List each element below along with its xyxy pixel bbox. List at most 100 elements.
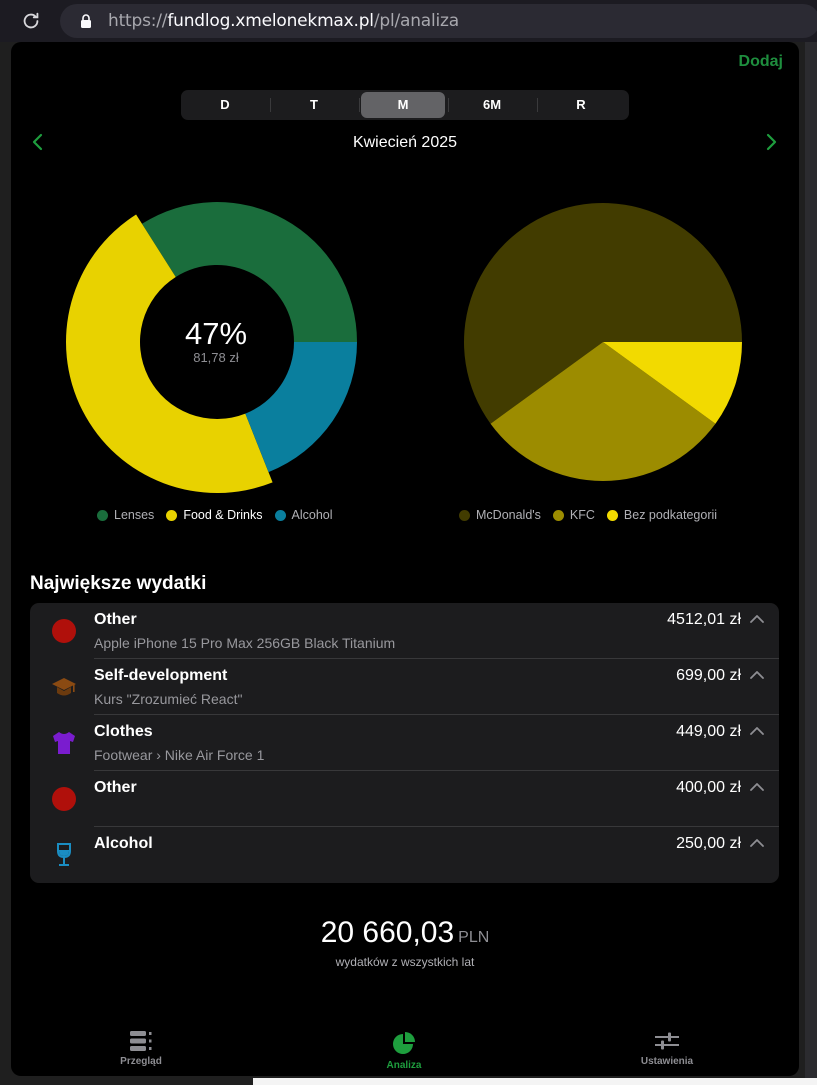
legend-dot <box>274 509 286 521</box>
period-separator <box>448 98 449 112</box>
expense-amount: 250,00 zł <box>676 835 741 852</box>
expense-category: Other <box>94 611 137 628</box>
expense-category: Other <box>94 779 137 796</box>
list-item[interactable]: Alcohol 250,00 zł <box>30 827 779 883</box>
chevron-up-icon[interactable] <box>750 726 764 736</box>
donut-legend: Lenses Food & Drinks Alcohol <box>97 508 345 522</box>
sliders-icon <box>655 1032 679 1050</box>
pie-slice-bez-podkategorii[interactable] <box>603 342 742 424</box>
tab-analysis[interactable]: Analiza <box>354 1030 454 1071</box>
legend-dot <box>552 509 564 521</box>
legend-label: KFC <box>569 508 595 522</box>
reload-icon[interactable] <box>20 10 42 32</box>
pie-slice-kfc[interactable] <box>490 342 716 482</box>
wine-glass-icon <box>50 841 78 869</box>
expense-description: Apple iPhone 15 Pro Max 256GB Black Tita… <box>94 635 396 651</box>
period-option[interactable]: T <box>310 97 318 112</box>
tshirt-icon <box>50 729 78 757</box>
section-title: Największe wydatki <box>30 573 207 594</box>
row-divider <box>94 826 779 827</box>
next-month-icon[interactable] <box>761 132 781 152</box>
legend-item[interactable]: McDonald's <box>459 508 541 522</box>
lock-icon[interactable] <box>78 13 94 29</box>
legend-item[interactable]: Bez podkategorii <box>606 508 718 522</box>
red-circle-icon <box>50 617 78 645</box>
donut-center-percent: 47% <box>184 316 248 351</box>
address-bar[interactable]: https://fundlog.xmelonekmax.pl/pl/analiz… <box>60 4 817 38</box>
legend-item[interactable]: Alcohol <box>274 508 333 522</box>
list-item[interactable]: Other 400,00 zł <box>30 771 779 827</box>
legend-dot <box>606 509 618 521</box>
period-selector: D T M 6M R <box>181 90 629 120</box>
url-text: https://fundlog.xmelonekmax.pl/pl/analiz… <box>108 11 459 31</box>
legend-dot <box>459 509 470 521</box>
tab-overview[interactable]: Przegląd <box>91 1030 191 1067</box>
tab-overview-label: Przegląd <box>120 1056 162 1067</box>
period-option[interactable]: R <box>576 97 586 112</box>
legend-label: Bez podkategorii <box>623 508 718 522</box>
row-divider <box>94 770 779 771</box>
category-donut-chart <box>66 202 357 493</box>
total-amount: 20 660,03 PLN <box>11 916 799 950</box>
expense-amount: 699,00 zł <box>676 667 741 684</box>
legend-label: McDonald's <box>476 508 541 522</box>
legend-label: Alcohol <box>291 508 333 522</box>
bottom-edge <box>253 1078 817 1085</box>
list-item[interactable]: Clothes Footwear › Nike Air Force 1 449,00… <box>30 715 779 771</box>
expense-description: Kurs "Zrozumieć React" <box>94 691 243 707</box>
red-circle-icon <box>50 785 78 813</box>
legend-dot <box>97 509 108 521</box>
expense-category: Clothes <box>94 723 153 740</box>
donut-center-value: 81,78 zł <box>193 350 239 365</box>
tab-settings-label: Ustawienia <box>640 1056 694 1067</box>
donut-slice-alcohol[interactable] <box>245 342 357 473</box>
period-option[interactable]: D <box>220 97 230 112</box>
left-edge <box>0 42 10 1085</box>
legend-label: Food & Drinks <box>183 508 263 522</box>
expense-category: Alcohol <box>94 835 153 852</box>
total-currency: PLN <box>458 929 490 946</box>
row-divider <box>94 714 779 715</box>
chevron-up-icon[interactable] <box>750 782 764 792</box>
row-divider <box>94 658 779 659</box>
period-separator <box>537 98 538 112</box>
period-option[interactable]: 6M <box>482 97 502 112</box>
pie-slice-mcdonald-s[interactable] <box>464 203 742 424</box>
prev-month-icon[interactable] <box>28 132 48 152</box>
period-option[interactable]: M <box>361 92 445 118</box>
tab-analysis-label: Analiza <box>386 1060 422 1071</box>
total-number: 20 660,03 <box>320 916 455 949</box>
period-separator <box>270 98 271 112</box>
period-separator <box>359 98 360 112</box>
expense-amount: 400,00 zł <box>676 779 741 796</box>
app-panel: Dodaj D T M 6M R Kwiecień 2025 47% 81,78 zł … <box>11 42 799 1076</box>
right-edge-panel <box>799 42 817 1085</box>
expense-amount: 449,00 zł <box>676 723 741 740</box>
expenses-list: Other Apple iPhone 15 Pro Max 256GB Black… <box>30 603 779 883</box>
expense-description: Footwear › Nike Air Force 1 <box>94 747 265 763</box>
subcategory-pie-chart <box>464 203 742 482</box>
donut-slice-food-drinks[interactable] <box>66 214 273 493</box>
total-subtitle: wydatków z wszystkich lat <box>335 955 475 969</box>
month-title: Kwiecień 2025 <box>352 134 458 151</box>
expense-category: Self-development <box>94 667 228 684</box>
list-item[interactable]: Other Apple iPhone 15 Pro Max 256GB Black… <box>30 603 779 659</box>
pie-chart-icon <box>393 1032 415 1054</box>
chevron-up-icon[interactable] <box>750 614 764 624</box>
legend-item[interactable]: Food & Drinks <box>166 508 263 522</box>
donut-slice-lenses[interactable] <box>141 202 357 342</box>
legend-dot <box>166 509 178 521</box>
list-item[interactable]: Self-development Kurs "Zrozumieć React" 69… <box>30 659 779 715</box>
add-button[interactable]: Dodaj <box>738 53 783 70</box>
graduation-cap-icon <box>50 673 78 701</box>
pie-legend: McDonald's KFC Bez podkategorii <box>459 508 729 522</box>
expense-amount: 4512,01 zł <box>667 611 741 628</box>
legend-item[interactable]: Lenses <box>97 508 154 522</box>
chevron-up-icon[interactable] <box>750 838 764 848</box>
legend-label: Lenses <box>114 508 155 522</box>
browser-toolbar: https://fundlog.xmelonekmax.pl/pl/analiz… <box>0 0 817 42</box>
overview-icon <box>130 1031 152 1051</box>
legend-item[interactable]: KFC <box>552 508 595 522</box>
chevron-up-icon[interactable] <box>750 670 764 680</box>
tab-settings[interactable]: Ustawienia <box>617 1030 717 1067</box>
